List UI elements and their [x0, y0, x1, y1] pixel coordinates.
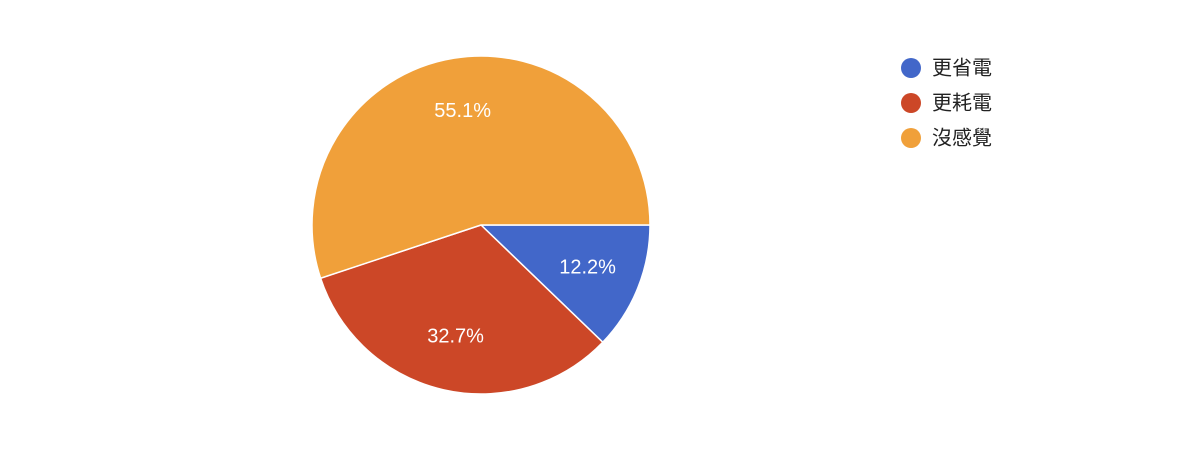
legend-label: 更省電	[932, 56, 992, 79]
pie-slice	[311, 55, 651, 280]
legend-marker	[901, 58, 921, 78]
pie-slice	[479, 224, 651, 344]
legend-label: 更耗電	[932, 91, 992, 114]
pie-slice	[319, 224, 604, 395]
value-label: 55.1%	[434, 100, 491, 122]
legend-label: 沒感覺	[932, 126, 992, 149]
value-label: 12.2%	[559, 256, 616, 278]
value-label: 32.7%	[427, 325, 484, 347]
legend-marker	[901, 128, 921, 148]
legend-marker	[901, 93, 921, 113]
